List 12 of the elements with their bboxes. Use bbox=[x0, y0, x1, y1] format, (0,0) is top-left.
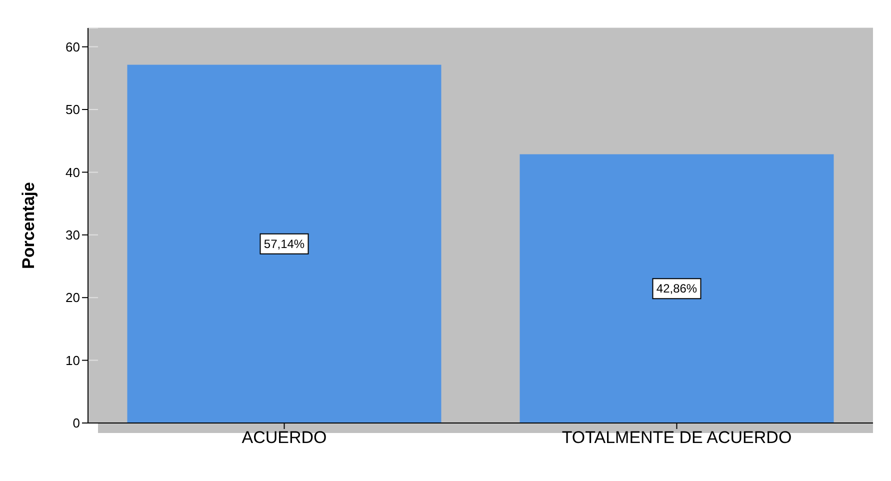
y-axis-title: Porcentaje bbox=[19, 182, 38, 269]
y-tick-label: 60 bbox=[66, 39, 80, 54]
y-tick-label: 0 bbox=[72, 416, 80, 431]
y-tick-label: 10 bbox=[66, 352, 80, 368]
data-label: 57,14% bbox=[264, 236, 305, 251]
y-tick-label: 50 bbox=[66, 102, 80, 118]
y-tick-label: 40 bbox=[66, 164, 80, 180]
x-tick-label: ACUERDO bbox=[242, 428, 327, 448]
y-tick-label: 30 bbox=[66, 228, 80, 243]
data-label: 42,86% bbox=[656, 282, 698, 296]
y-tick-label: 20 bbox=[66, 290, 80, 306]
x-tick-label: TOTALMENTE DE ACUERDO bbox=[562, 428, 792, 448]
